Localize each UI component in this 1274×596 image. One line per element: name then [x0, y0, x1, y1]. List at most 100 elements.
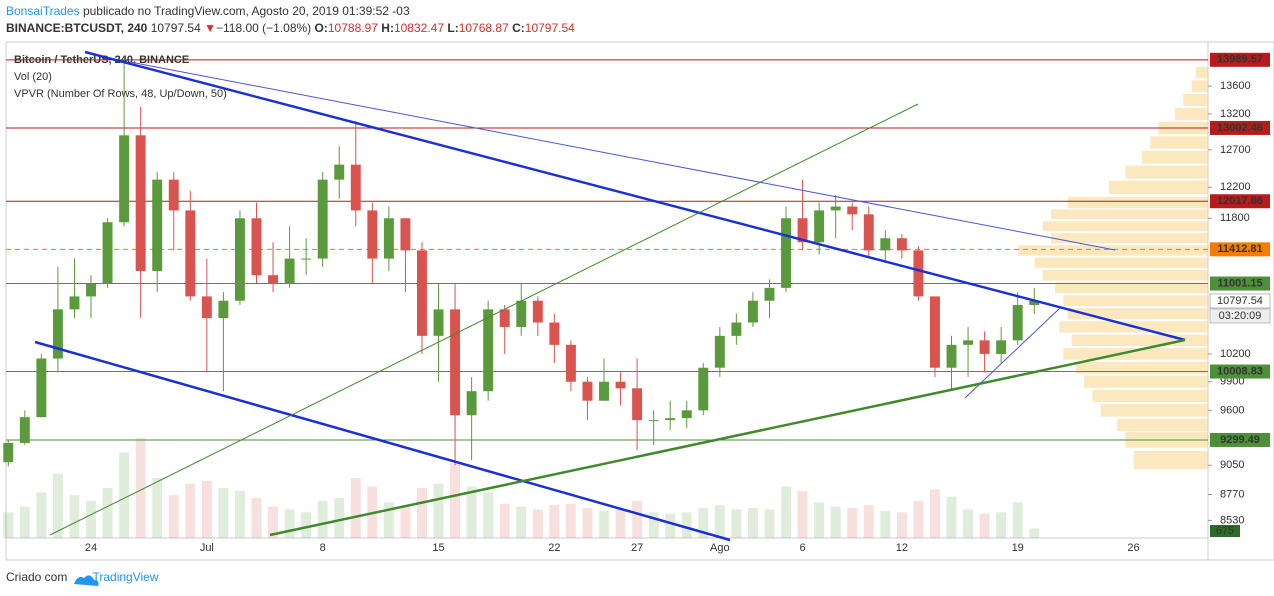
candle-body: [880, 238, 891, 251]
x-tick-label: 26: [1127, 542, 1139, 554]
y-tick-label: 13600: [1220, 80, 1251, 92]
level-tag: [1210, 242, 1270, 257]
vpvr-bar: [1125, 165, 1208, 179]
volume-bar: [3, 512, 14, 538]
brand-logo: [74, 575, 99, 586]
volume-bar: [86, 500, 96, 538]
y-tick-label: 11800: [1220, 212, 1250, 224]
volume-bar: [350, 478, 361, 538]
vpvr-bar: [1051, 233, 1208, 244]
trend-lines: [34, 50, 1186, 542]
volume-bar: [234, 490, 245, 538]
volume-bar: [483, 492, 494, 538]
volume-bar: [963, 509, 974, 538]
candle-body: [383, 218, 394, 259]
volume-bar: [201, 480, 212, 538]
volume-bar: [19, 506, 30, 538]
y-tick-label: 9900: [1220, 376, 1244, 388]
brand[interactable]: TradingView: [92, 570, 158, 584]
volume-bar: [516, 506, 527, 538]
candle-body: [334, 164, 345, 180]
candle-body: [466, 391, 477, 416]
candle-body: [3, 442, 14, 463]
made-with: Criado com: [6, 570, 67, 584]
volume-bar: [549, 505, 560, 538]
level-tag: [1210, 120, 1270, 135]
legend-vol: Vol (20): [14, 71, 52, 83]
trend-line: [34, 340, 731, 542]
volume-bar: [880, 510, 891, 538]
volume-bar: [1029, 528, 1040, 538]
candle-body: [433, 309, 444, 336]
volume-bar: [681, 512, 692, 538]
vpvr-bar: [1051, 209, 1208, 220]
volume-bar: [317, 500, 328, 538]
candle-body: [367, 210, 378, 259]
vpvr-bar: [1075, 361, 1208, 374]
legend-vpvr: VPVR (Number Of Rows, 48, Up/Down, 50): [14, 88, 227, 100]
candle-body: [929, 296, 940, 368]
candle-body: [747, 300, 758, 323]
level-label: 11412.81: [1217, 243, 1262, 255]
candle-body: [681, 410, 692, 419]
candle-body: [86, 283, 96, 297]
candle-body: [582, 381, 593, 401]
vpvr-bar: [1055, 282, 1208, 294]
level-tag: [1210, 276, 1270, 291]
volume-bar: [168, 495, 179, 538]
candle-body: [814, 210, 825, 243]
vpvr-bar: [1141, 150, 1208, 164]
l-label: L:: [447, 21, 458, 35]
author[interactable]: BonsaiTrades: [6, 4, 80, 18]
candle-body: [284, 258, 295, 284]
vpvr-bar: [1084, 375, 1208, 388]
volume-bar: [119, 452, 130, 538]
vpvr-bar: [1174, 107, 1208, 120]
volume-bar: [499, 503, 510, 538]
volume-bar: [268, 506, 279, 538]
candle-body: [996, 340, 1007, 354]
volume-bar: [334, 498, 345, 538]
vpvr-bar: [1034, 257, 1208, 268]
candle-body: [251, 218, 262, 276]
vpvr-bar: [1092, 389, 1208, 403]
candle-body: [36, 358, 47, 418]
x-tick-label: 27: [631, 542, 643, 554]
plot-layer: [3, 59, 1208, 538]
volume-bar: [764, 509, 775, 538]
vpvr-bar: [1067, 308, 1208, 320]
volume-bar: [979, 513, 990, 538]
vpvr-bar: [1108, 180, 1208, 194]
trend-line: [49, 103, 919, 536]
candle-body: [268, 275, 279, 284]
candle-body: [698, 367, 709, 411]
frame: [5, 41, 1274, 561]
volume-bar: [218, 488, 229, 538]
candle-body: [52, 309, 63, 359]
volume-bar: [896, 512, 907, 538]
price: 10797.54: [151, 21, 201, 35]
low: 10768.87: [459, 21, 509, 35]
candle-body: [714, 335, 725, 368]
vpvr-bar: [1042, 221, 1208, 232]
volume-bar: [102, 488, 113, 538]
volume-bar: [599, 510, 609, 538]
candle-body: [1012, 305, 1023, 341]
open: 10788.97: [328, 21, 378, 35]
candle-body: [830, 206, 841, 211]
close: 10797.54: [525, 21, 575, 35]
x-tick-label: 12: [896, 542, 908, 554]
candle-body: [102, 222, 113, 284]
volume-bar: [648, 512, 659, 538]
volume-bar: [383, 502, 394, 538]
candle-body: [119, 135, 130, 223]
countdown-tag: [1209, 308, 1271, 324]
volume-bar: [301, 512, 312, 538]
level-label: 11001.15: [1217, 277, 1262, 289]
x-tick-label: 8: [320, 542, 326, 554]
candle-body: [665, 418, 676, 421]
volume-bar: [532, 509, 543, 538]
trend-line: [129, 61, 1116, 251]
last-price-tag: [1209, 293, 1271, 309]
